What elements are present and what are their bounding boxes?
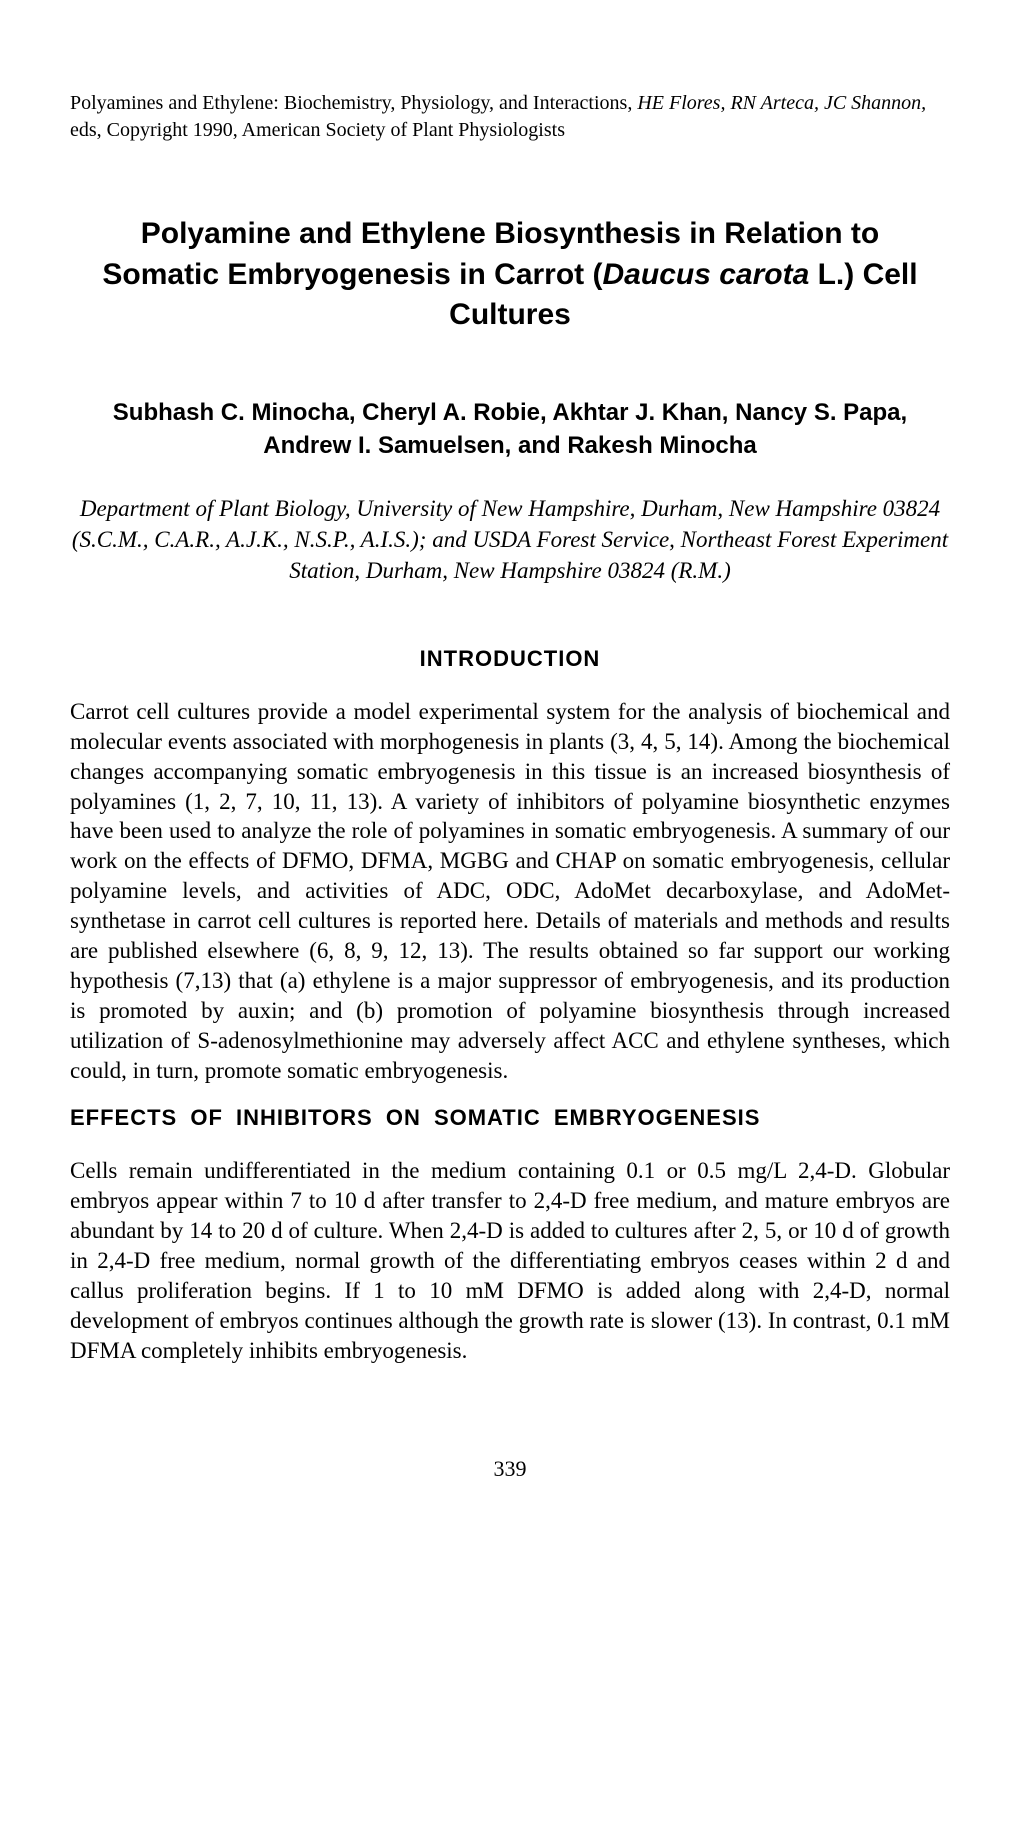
section-heading-effects: EFFECTS OF INHIBITORS ON SOMATIC EMBRYOG… — [70, 1105, 950, 1131]
page-number: 339 — [70, 1456, 950, 1482]
affiliation-block: Department of Plant Biology, University … — [70, 493, 950, 586]
citation-block: Polyamines and Ethylene: Biochemistry, P… — [70, 90, 950, 144]
section-heading-introduction: INTRODUCTION — [70, 646, 950, 672]
citation-prefix: Polyamines and Ethylene: Biochemistry, P… — [70, 92, 637, 114]
author-list: Subhash C. Minocha, Cheryl A. Robie, Akh… — [70, 396, 950, 463]
paper-page: Polyamines and Ethylene: Biochemistry, P… — [0, 0, 1020, 1542]
citation-editors: HE Flores, RN Arteca, JC Shannon, — [637, 92, 926, 114]
title-species: Daucus carota — [603, 258, 810, 291]
introduction-body: Carrot cell cultures provide a model exp… — [70, 697, 950, 1086]
effects-body: Cells remain undifferentiated in the med… — [70, 1156, 950, 1365]
citation-suffix: eds, Copyright 1990, American Society of… — [70, 119, 565, 141]
paper-title: Polyamine and Ethylene Biosynthesis in R… — [100, 214, 920, 336]
